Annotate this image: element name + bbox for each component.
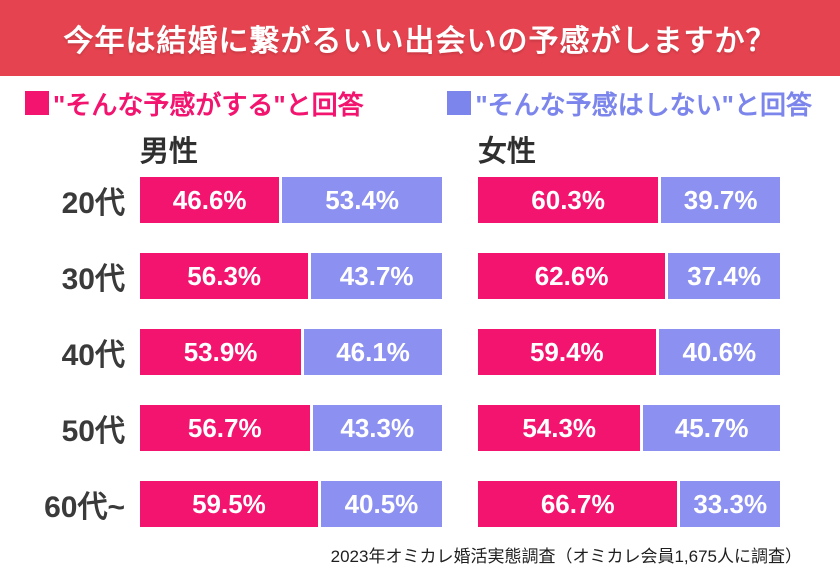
bar-female: 62.6% 37.4% [478, 253, 780, 299]
legend-label-yes: "そんな予感がする"と回答 [53, 89, 364, 120]
bar-value-label: 60.3% [531, 184, 606, 215]
bar-female: 59.4% 40.6% [478, 329, 780, 375]
bar-segment-yes: 60.3% [478, 177, 659, 223]
bar-male: 46.6% 53.4% [140, 177, 442, 223]
bar-value-label: 59.5% [192, 488, 266, 519]
age-row: 40代 53.9% 46.1% 59.4% 40.6% [0, 329, 840, 375]
age-label: 40代 [61, 339, 125, 372]
legend-swatch-no-icon [447, 91, 472, 115]
bar-segment-yes: 46.6% [140, 177, 280, 223]
bar-segment-yes: 59.5% [140, 481, 318, 527]
bar-segment-yes: 56.7% [140, 405, 310, 451]
bar-value-label: 40.5% [344, 488, 419, 519]
bar-value-label: 43.7% [339, 260, 414, 291]
age-row: 50代 56.7% 43.3% 54.3% 45.7% [0, 405, 840, 451]
age-label: 50代 [61, 415, 125, 448]
bar-segment-yes: 62.6% [478, 253, 666, 299]
title-banner: 今年は結婚に繋がるいい出会いの予感がしますか？ [0, 0, 840, 76]
legend-label-no: "そんな予感はしない"と回答 [475, 89, 812, 120]
age-row: 20代 46.6% 53.4% 60.3% 39.7% [0, 177, 840, 223]
bar-value-label: 43.3% [340, 412, 415, 443]
group-header-male: 男性 [140, 136, 199, 168]
bar-value-label: 56.3% [187, 260, 262, 291]
bar-segment-yes: 53.9% [140, 329, 302, 375]
bar-segment-no: 40.5% [320, 481, 442, 527]
bar-segment-yes: 59.4% [478, 329, 656, 375]
bar-segment-no: 53.4% [282, 177, 442, 223]
bar-segment-no: 43.3% [312, 405, 442, 451]
group-headers: 男性 女性 [0, 128, 840, 168]
bar-value-label: 40.6% [682, 336, 757, 367]
legend-item-no: "そんな予感はしない"と回答 [447, 85, 812, 122]
bar-segment-no: 40.6% [658, 329, 780, 375]
bar-female: 66.7% 33.3% [478, 481, 780, 527]
legend-swatch-yes-icon [25, 91, 49, 115]
bar-male: 56.7% 43.3% [140, 405, 442, 451]
source-note: 2023年オミカレ婚活実態調査（オミカレ会員1,675人に調査） [330, 547, 802, 566]
age-row: 30代 56.3% 43.7% 62.6% 37.4% [0, 253, 840, 299]
bar-male: 56.3% 43.7% [140, 253, 442, 299]
bar-value-label: 62.6% [534, 260, 609, 291]
bar-segment-no: 43.7% [311, 253, 442, 299]
legend-item-yes: "そんな予感がする"と回答 [25, 85, 364, 122]
age-row: 60代~ 59.5% 40.5% 66.7% 33.3% [0, 481, 840, 527]
bar-value-label: 33.3% [693, 488, 768, 519]
group-header-female: 女性 [478, 136, 537, 168]
age-label: 20代 [61, 187, 125, 220]
page-title: 今年は結婚に繋がるいい出会いの予感がしますか？ [63, 25, 777, 58]
bar-segment-yes: 54.3% [478, 405, 641, 451]
age-label: 60代~ [44, 491, 125, 524]
bar-value-label: 39.7% [683, 184, 758, 215]
legend: "そんな予感がする"と回答 "そんな予感はしない"と回答 [0, 76, 840, 120]
bar-male: 59.5% 40.5% [140, 481, 442, 527]
bar-value-label: 45.7% [674, 412, 749, 443]
bar-value-label: 59.4% [529, 336, 604, 367]
bar-segment-no: 45.7% [643, 405, 780, 451]
bar-female: 54.3% 45.7% [478, 405, 780, 451]
bar-value-label: 56.7% [187, 412, 262, 443]
bar-value-label: 37.4% [687, 260, 761, 291]
bar-value-label: 53.4% [325, 184, 400, 215]
bar-male: 53.9% 46.1% [140, 329, 442, 375]
bar-segment-yes: 56.3% [140, 253, 309, 299]
bar-female: 60.3% 39.7% [478, 177, 780, 223]
bar-segment-yes: 66.7% [478, 481, 678, 527]
bar-segment-no: 39.7% [661, 177, 780, 223]
age-label: 30代 [61, 263, 125, 296]
bar-value-label: 66.7% [540, 488, 615, 519]
bar-segment-no: 37.4% [668, 253, 780, 299]
bar-value-label: 53.9% [183, 336, 258, 367]
bar-segment-no: 33.3% [680, 481, 780, 527]
bar-value-label: 54.3% [522, 412, 597, 443]
bar-value-label: 46.1% [336, 336, 410, 367]
bar-segment-no: 46.1% [304, 329, 442, 375]
bar-value-label: 46.6% [172, 184, 247, 215]
bar-chart: 20代 46.6% 53.4% 60.3% 39.7% 30代 56.3% 43.7% 62.6… [0, 177, 840, 527]
